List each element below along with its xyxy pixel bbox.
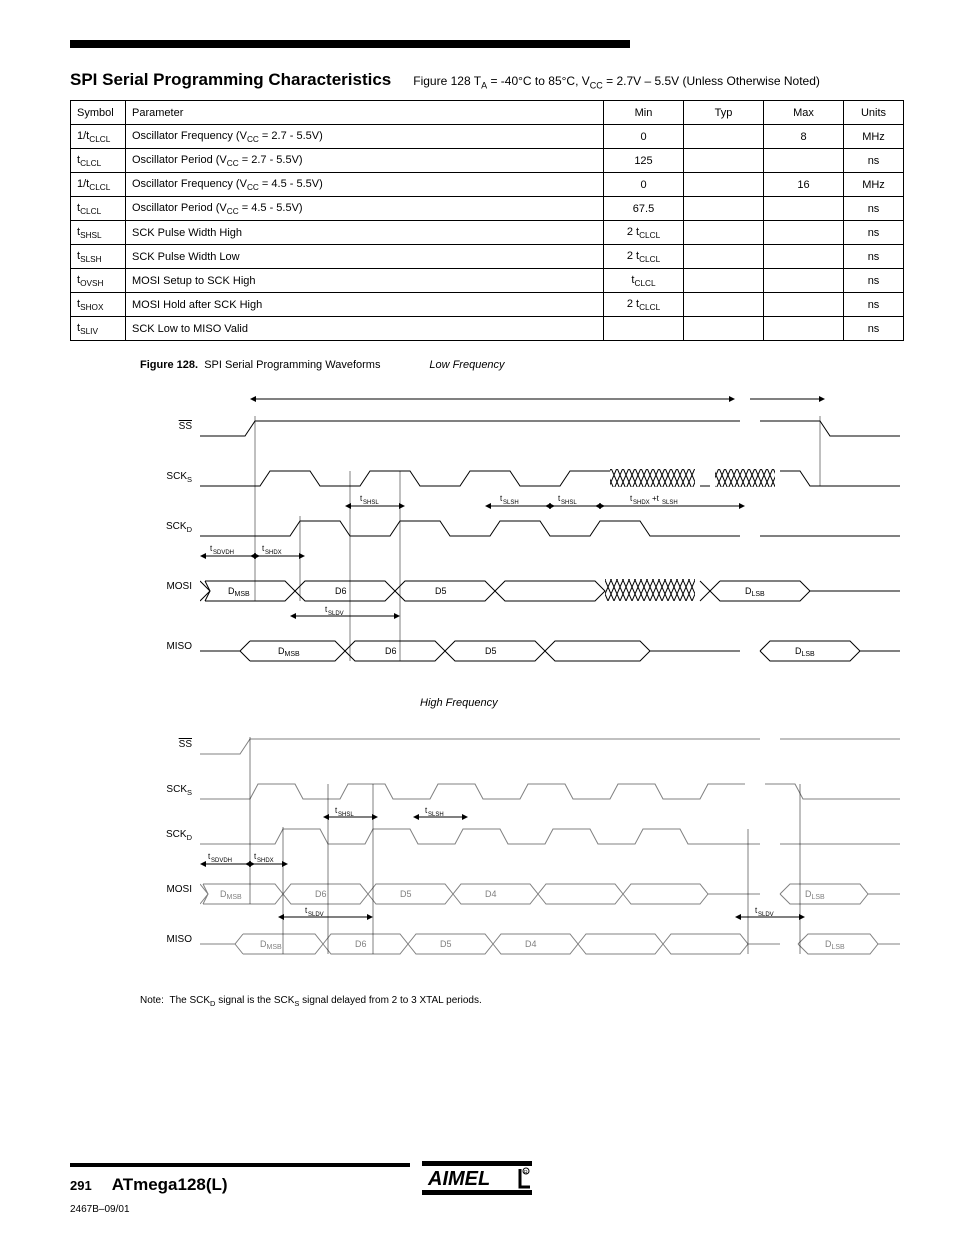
svg-text:SHSL: SHSL (338, 812, 354, 818)
table-row: tSLIVSCK Low to MISO Validns (71, 317, 904, 341)
svg-text:SLDV: SLDV (308, 912, 324, 918)
svg-text:DLSB: DLSB (745, 586, 765, 598)
signal-label-ss-2: SS (179, 739, 192, 750)
table-row: 1/tCLCLOscillator Frequency (VCC = 4.5 -… (71, 173, 904, 197)
svg-text:SHSL: SHSL (363, 500, 379, 506)
table-row: tCLCLOscillator Period (VCC = 2.7 - 5.5V… (71, 149, 904, 173)
signal-label-sckd-2: SCKD (166, 829, 192, 842)
doc-ref: 2467B–09/01 (70, 1204, 130, 1215)
svg-text:D5: D5 (400, 889, 412, 899)
signal-label-scks-2: SCKS (166, 784, 192, 797)
table-row: 1/tCLCLOscillator Frequency (VCC = 2.7 -… (71, 125, 904, 149)
signal-label-ss: SS (179, 421, 192, 432)
svg-text:AIMEL: AIMEL (427, 1168, 490, 1190)
svg-text:D4: D4 (485, 889, 497, 899)
col-symbol: Symbol (71, 101, 126, 125)
signal-label-mosi-2: MOSI (166, 884, 192, 895)
svg-text:DMSB: DMSB (228, 586, 250, 598)
svg-text:DMSB: DMSB (260, 939, 282, 951)
svg-text:R: R (524, 1170, 528, 1176)
col-parameter: Parameter (126, 101, 604, 125)
svg-text:SHSL: SHSL (561, 500, 577, 506)
signal-label-sckd: SCKD (166, 521, 192, 534)
page-title: SPI Serial Programming Characteristics (70, 70, 391, 90)
top-rule (70, 40, 630, 48)
svg-text:D6: D6 (335, 586, 347, 596)
svg-text:DMSB: DMSB (220, 889, 242, 901)
svg-text:D6: D6 (385, 646, 397, 656)
svg-text:DLSB: DLSB (805, 889, 825, 901)
svg-text:SLSH: SLSH (662, 500, 678, 506)
table-row: tOVSHMOSI Setup to SCK HightCLCLns (71, 269, 904, 293)
svg-text:D5: D5 (485, 646, 497, 656)
col-typ: Typ (684, 101, 764, 125)
timing-svg-2: tSHSL tSLSH tSDVDH tSHDX D (200, 729, 900, 979)
figure-caption-2: High Frequency (420, 697, 904, 709)
svg-text:SHDX: SHDX (257, 858, 274, 864)
page: SPI Serial Programming Characteristics F… (0, 0, 954, 1235)
table-header-row: Symbol Parameter Min Typ Max Units (71, 101, 904, 125)
svg-text:D6: D6 (315, 889, 327, 899)
svg-text:+t: +t (652, 494, 660, 503)
footer-rule (70, 1163, 410, 1167)
atmel-logo: AIMEL R (422, 1161, 532, 1195)
table-row: tSLSHSCK Pulse Width Low2 tCLCLns (71, 245, 904, 269)
signal-label-scks: SCKS (166, 471, 192, 484)
svg-text:D4: D4 (525, 939, 537, 949)
svg-text:SHDX: SHDX (265, 550, 282, 556)
table-row: tSHSLSCK Pulse Width High2 tCLCLns (71, 221, 904, 245)
table-row: tSHOXMOSI Hold after SCK High2 tCLCLns (71, 293, 904, 317)
svg-text:D6: D6 (355, 939, 367, 949)
signal-label-mosi: MOSI (166, 581, 192, 592)
title-row: SPI Serial Programming Characteristics F… (70, 70, 904, 90)
svg-text:SLDV: SLDV (758, 912, 774, 918)
page-number: 291 (70, 1178, 92, 1193)
timing-diagram-low-freq: SS SCKS SCKD MOSI MISO (200, 391, 900, 691)
svg-text:SLDV: SLDV (328, 611, 344, 617)
product-name: ATmega128(L) (112, 1175, 228, 1195)
svg-text:D5: D5 (440, 939, 452, 949)
svg-text:SDVDH: SDVDH (213, 550, 234, 556)
svg-text:SDVDH: SDVDH (211, 858, 232, 864)
footer: 291 ATmega128(L) AIMEL R (0, 1163, 954, 1195)
svg-text:DLSB: DLSB (825, 939, 845, 951)
signal-label-miso: MISO (166, 641, 192, 652)
signal-label-miso-2: MISO (166, 934, 192, 945)
col-min: Min (604, 101, 684, 125)
timing-diagram-high-freq: SS SCKS SCKD MOSI MISO tSHSL tSLSH (200, 729, 900, 989)
col-units: Units (844, 101, 904, 125)
col-max: Max (764, 101, 844, 125)
table-row: tCLCLOscillator Period (VCC = 4.5 - 5.5V… (71, 197, 904, 221)
svg-text:DMSB: DMSB (278, 646, 300, 658)
table-body: 1/tCLCLOscillator Frequency (VCC = 2.7 -… (71, 125, 904, 341)
title-note: Figure 128 TA = -40°C to 85°C, VCC = 2.7… (413, 74, 820, 90)
figure-caption-1: Figure 128. SPI Serial Programming Wavef… (140, 359, 904, 371)
svg-text:SLSH: SLSH (428, 812, 444, 818)
svg-text:D5: D5 (435, 586, 447, 596)
svg-text:SHDX: SHDX (633, 500, 650, 506)
svg-text:SLSH: SLSH (503, 500, 519, 506)
spec-table: Symbol Parameter Min Typ Max Units 1/tCL… (70, 100, 904, 341)
timing-note: Note: The SCKD signal is the SCKS signal… (140, 995, 904, 1008)
timing-svg-1: tSHSL tSLSH tSHSL tSHDX+tSLSH tSDVDH tSH… (200, 391, 900, 691)
svg-text:DLSB: DLSB (795, 646, 815, 658)
